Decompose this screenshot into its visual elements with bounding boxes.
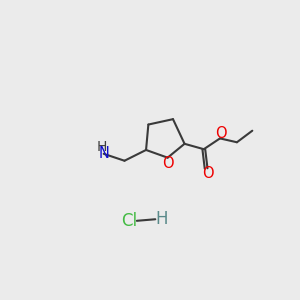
Text: N: N bbox=[98, 146, 109, 161]
Text: O: O bbox=[162, 155, 173, 170]
Text: Cl: Cl bbox=[121, 212, 137, 230]
Text: H: H bbox=[97, 140, 107, 154]
Text: O: O bbox=[215, 125, 226, 140]
Text: O: O bbox=[202, 166, 214, 181]
Text: H: H bbox=[155, 210, 168, 228]
